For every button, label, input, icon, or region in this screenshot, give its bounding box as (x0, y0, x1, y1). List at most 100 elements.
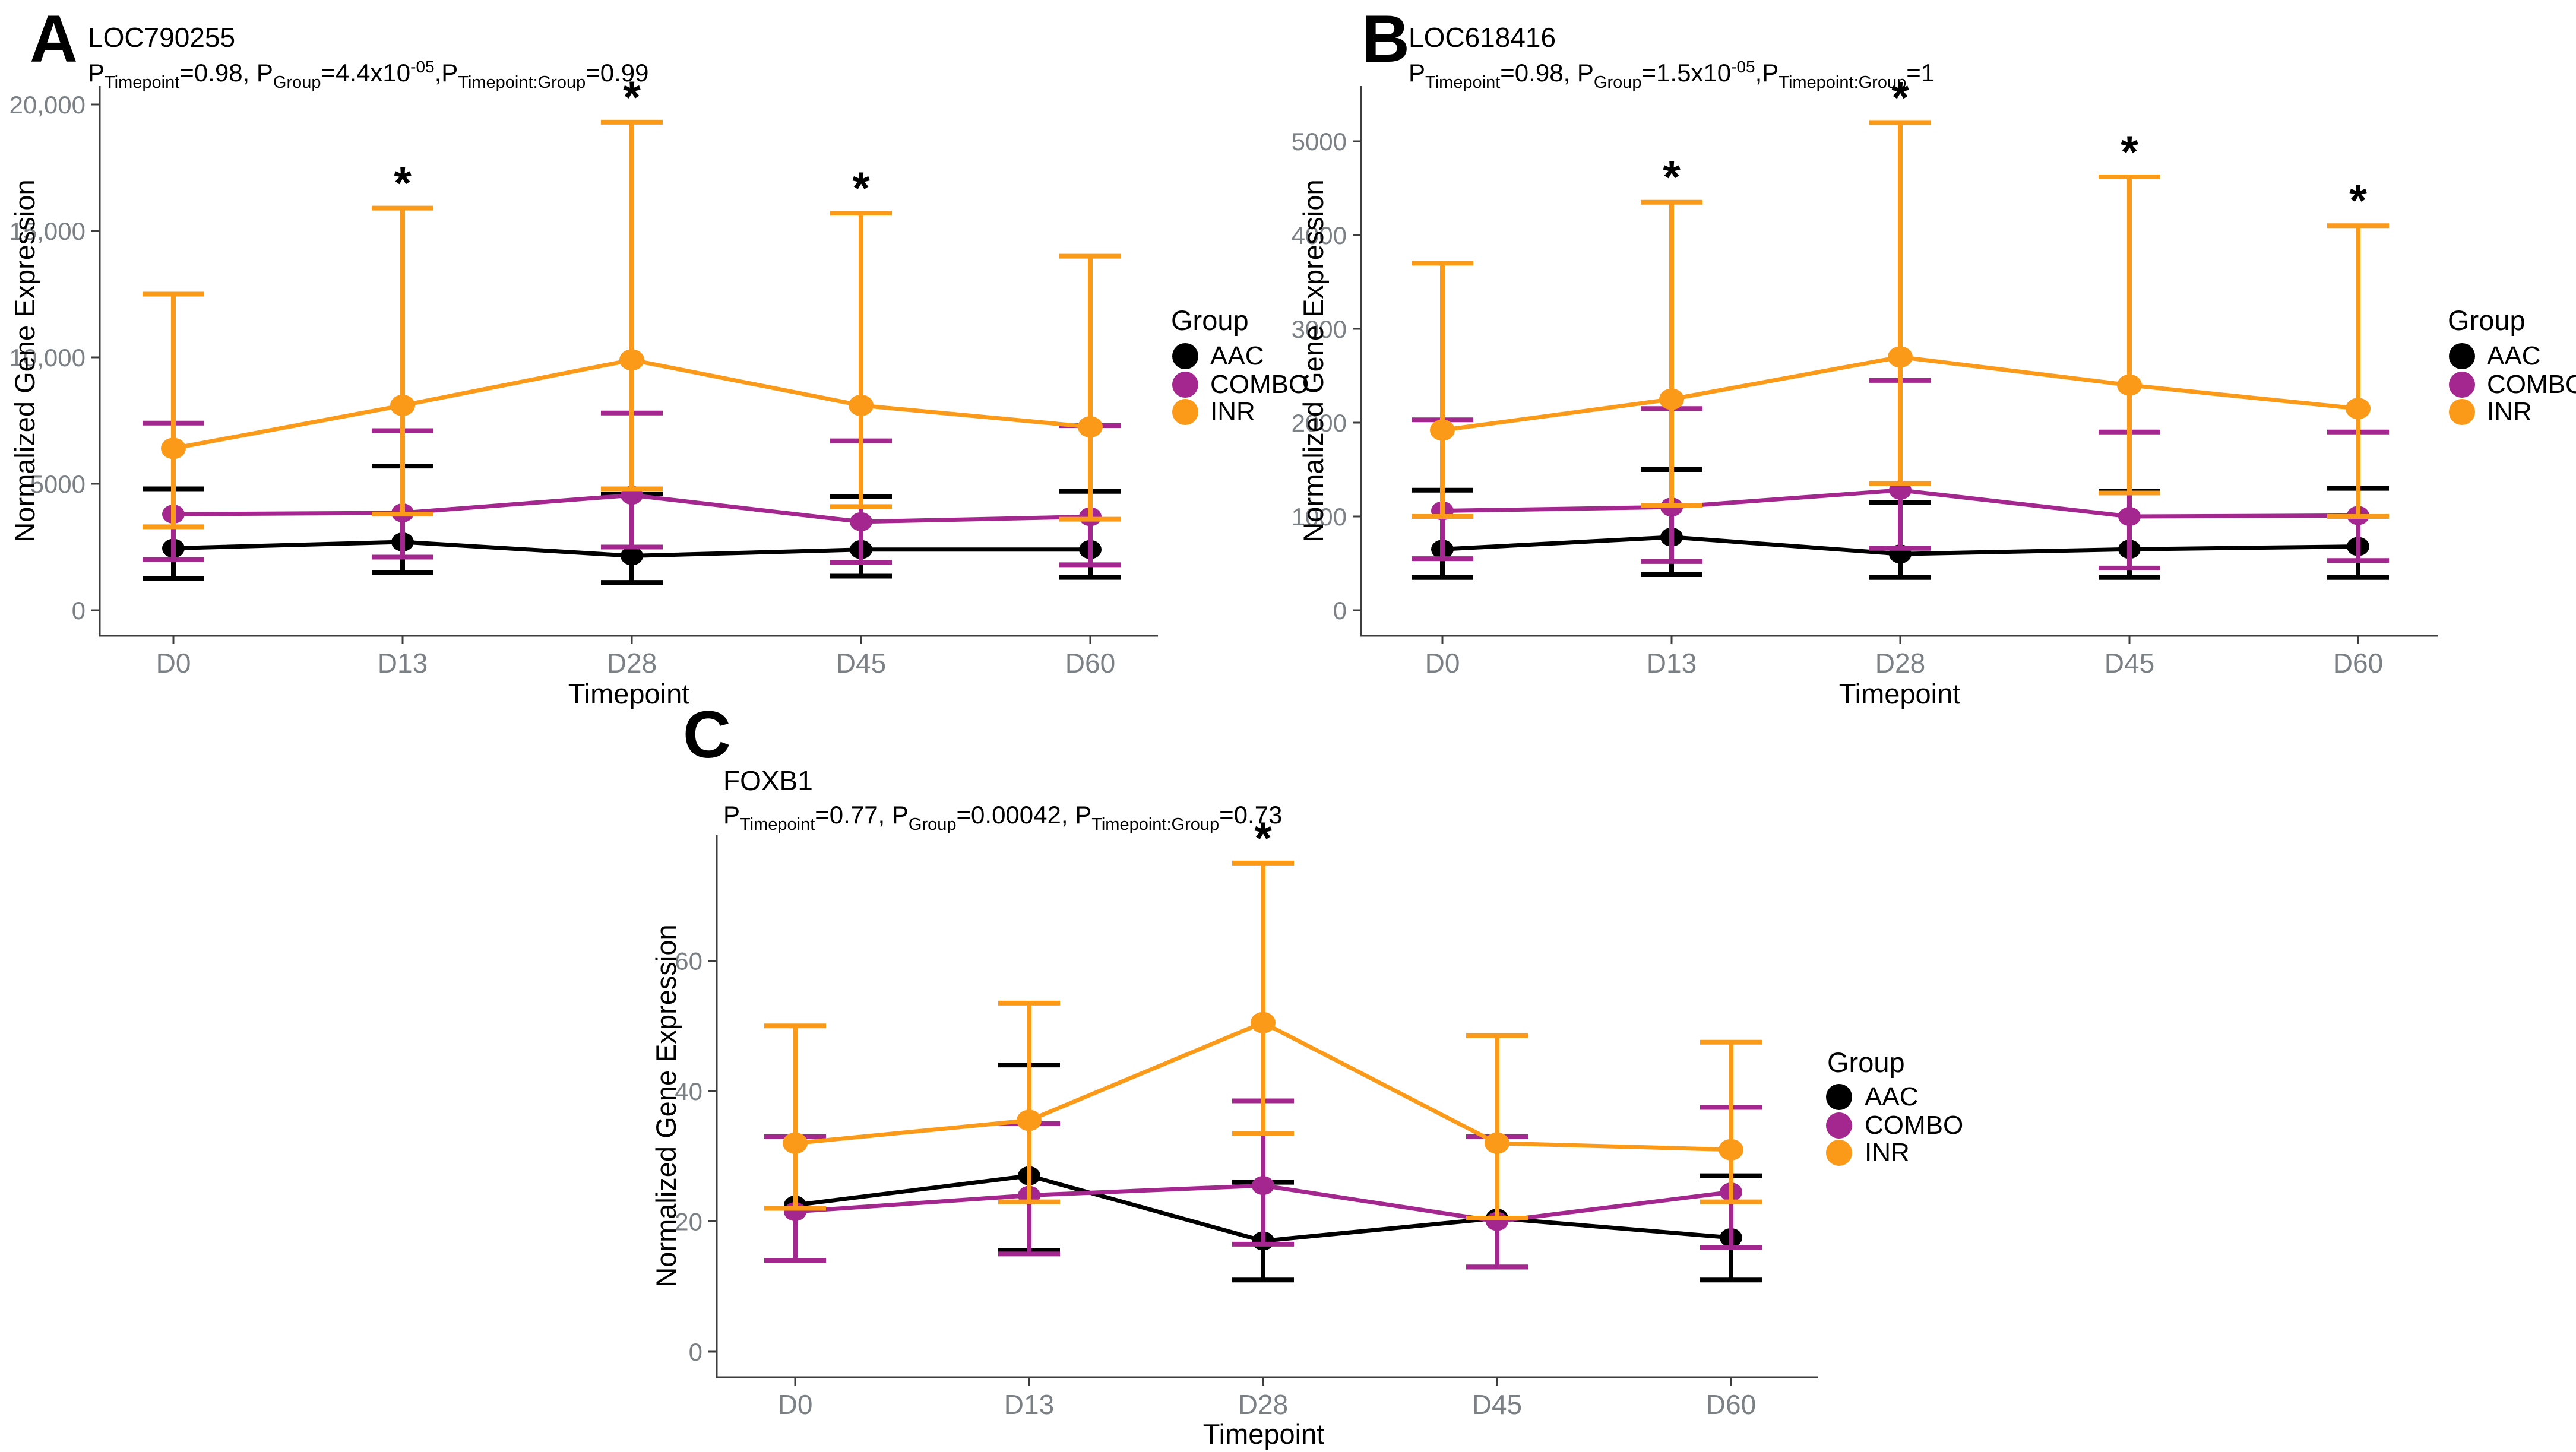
x-tick-label: D28 (1238, 1389, 1288, 1420)
y-tick-label: 20 (675, 1208, 702, 1236)
data-point-inr (1659, 388, 1684, 410)
x-axis-title: Timepoint (1203, 1418, 1325, 1450)
x-tick-label: D28 (607, 648, 657, 679)
significance-star: * (1891, 72, 1909, 123)
pvalue-text: ,P (1755, 59, 1779, 87)
data-point-combo (850, 512, 872, 531)
x-tick-label: D0 (778, 1389, 813, 1420)
x-tick-label: D0 (1425, 648, 1460, 679)
data-point-inr (1251, 1012, 1276, 1033)
gene-title-a: LOC790255 (88, 22, 236, 53)
pvalue-text: Timepoint (1425, 73, 1501, 92)
pvalue-text: =0.99 (586, 59, 649, 87)
legend-label-aac: AAC (1210, 341, 1264, 370)
significance-star: * (623, 72, 641, 123)
data-point-inr (1017, 1109, 1042, 1131)
legend-label-aac: AAC (2487, 341, 2541, 370)
data-point-inr (783, 1132, 808, 1154)
pvalue-text: =0.00042, P (956, 801, 1092, 829)
significance-star: * (2349, 176, 2367, 226)
y-tick-label: 0 (1333, 597, 1347, 624)
pvalue-text: P (1409, 59, 1426, 87)
y-tick-label: 60 (675, 947, 702, 975)
legend-dot-combo (1826, 1112, 1852, 1139)
panel-letter-b: B (1362, 2, 1410, 76)
y-tick-label: 0 (72, 597, 86, 624)
gene-title-b: LOC618416 (1409, 22, 1556, 53)
data-point-inr (2117, 374, 2142, 396)
pvalue-line-c: PTimepoint=0.77, PGroup=0.00042, PTimepo… (723, 801, 1282, 835)
x-tick-label: D60 (1065, 648, 1115, 679)
significance-star: * (2121, 127, 2138, 177)
y-tick-label: 0 (689, 1338, 702, 1366)
data-point-inr (161, 437, 186, 459)
pvalue-text: =1 (1906, 59, 1935, 87)
x-tick-label: D0 (156, 648, 191, 679)
pvalue-text: =0.98, P (1500, 59, 1594, 87)
y-tick-label: 2000 (1292, 409, 1347, 437)
pvalue-text: Timepoint:Group (1091, 815, 1220, 834)
x-axis-title: Timepoint (1839, 678, 1961, 709)
legend-dot-aac (2449, 343, 2475, 369)
pvalue-text: Timepoint:Group (458, 73, 586, 92)
data-point-inr (1078, 416, 1103, 438)
data-point-combo (1252, 1176, 1274, 1196)
pvalue-text: -05 (1731, 58, 1755, 76)
legend-label-inr: INR (2487, 397, 2532, 426)
y-tick-label: 10,000 (10, 344, 86, 372)
legend-label-inr: INR (1210, 397, 1255, 426)
gene-title-c: FOXB1 (723, 765, 813, 796)
y-tick-label: 4000 (1292, 221, 1347, 249)
pvalue-text: P (723, 801, 740, 829)
pvalue-text: =1.5x10 (1641, 59, 1732, 87)
pvalue-text: Timepoint:Group (1778, 73, 1907, 92)
legend-label-combo: COMBO (2487, 370, 2576, 399)
pvalue-text: Group (273, 73, 321, 92)
x-tick-label: D45 (2105, 648, 2154, 679)
legend-dot-aac (1172, 343, 1198, 369)
pvalue-text: Timepoint (740, 815, 815, 834)
pvalue-text: Timepoint (105, 73, 180, 92)
legend-dot-inr (1826, 1140, 1852, 1166)
data-point-inr (390, 394, 415, 416)
legend-label-combo: COMBO (1210, 370, 1309, 399)
legend-dot-inr (1172, 399, 1198, 425)
x-tick-label: D13 (1647, 648, 1697, 679)
data-point-inr (1485, 1132, 1509, 1154)
pvalue-text: =4.4x10 (321, 59, 411, 87)
legend-title: Group (1827, 1047, 1905, 1078)
pvalue-text: Group (908, 815, 957, 834)
legend-label-aac: AAC (1865, 1082, 1919, 1111)
significance-star: * (1254, 813, 1272, 864)
x-tick-label: D13 (378, 648, 428, 679)
data-point-inr (619, 349, 644, 371)
panel-letter-a: A (30, 2, 78, 76)
y-tick-label: 5000 (1292, 128, 1347, 156)
pvalue-text: =0.77, P (815, 801, 909, 829)
x-tick-label: D13 (1004, 1389, 1054, 1420)
pvalue-text: Group (1593, 73, 1642, 92)
legend-title: Group (1171, 305, 1249, 336)
pvalue-text: ,P (434, 59, 458, 87)
y-axis-title: Normalized Gene Expression (1298, 179, 1329, 542)
x-axis-title: Timepoint (568, 678, 690, 709)
panel-letter-c: C (683, 698, 731, 772)
y-axis-title: Normalized Gene Expression (650, 924, 682, 1287)
legend-dot-aac (1826, 1084, 1852, 1110)
y-tick-label: 40 (675, 1077, 702, 1105)
data-point-inr (1719, 1139, 1743, 1161)
legend-label-inr: INR (1865, 1138, 1910, 1167)
x-tick-label: D60 (2333, 648, 2383, 679)
y-tick-label: 20,000 (10, 91, 86, 119)
pvalue-text: -05 (410, 58, 435, 76)
data-point-combo (2118, 507, 2141, 526)
significance-star: * (852, 163, 870, 214)
pvalue-line-a: PTimepoint=0.98, PGroup=4.4x10-05,PTimep… (88, 58, 649, 93)
legend-dot-combo (1172, 372, 1198, 398)
legend-dot-inr (2449, 399, 2475, 425)
y-tick-label: 3000 (1292, 315, 1347, 343)
data-point-aac (621, 546, 643, 566)
pvalue-text: P (88, 59, 105, 87)
y-tick-label: 1000 (1292, 503, 1347, 531)
